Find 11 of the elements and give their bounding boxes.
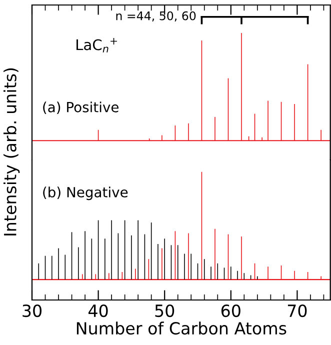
text: n =44, 50, 60 bbox=[116, 11, 196, 22]
x-axis-title: Number of Carbon Atoms bbox=[76, 322, 286, 335]
annotation: LaC$_{n}$$^{+}$ bbox=[76, 38, 117, 52]
annotation: (b) Negative bbox=[43, 186, 128, 200]
y-axis-title: Intensity (arb. units) bbox=[4, 68, 20, 236]
x-tick-label: 30 bbox=[22, 304, 42, 318]
x-tick-label: 70 bbox=[288, 304, 307, 318]
x-tick-label: 50 bbox=[155, 304, 174, 318]
annotation: (a) Positive bbox=[43, 102, 118, 114]
x-tick-label: 40 bbox=[88, 304, 108, 318]
x-tick-label: 60 bbox=[221, 304, 240, 318]
